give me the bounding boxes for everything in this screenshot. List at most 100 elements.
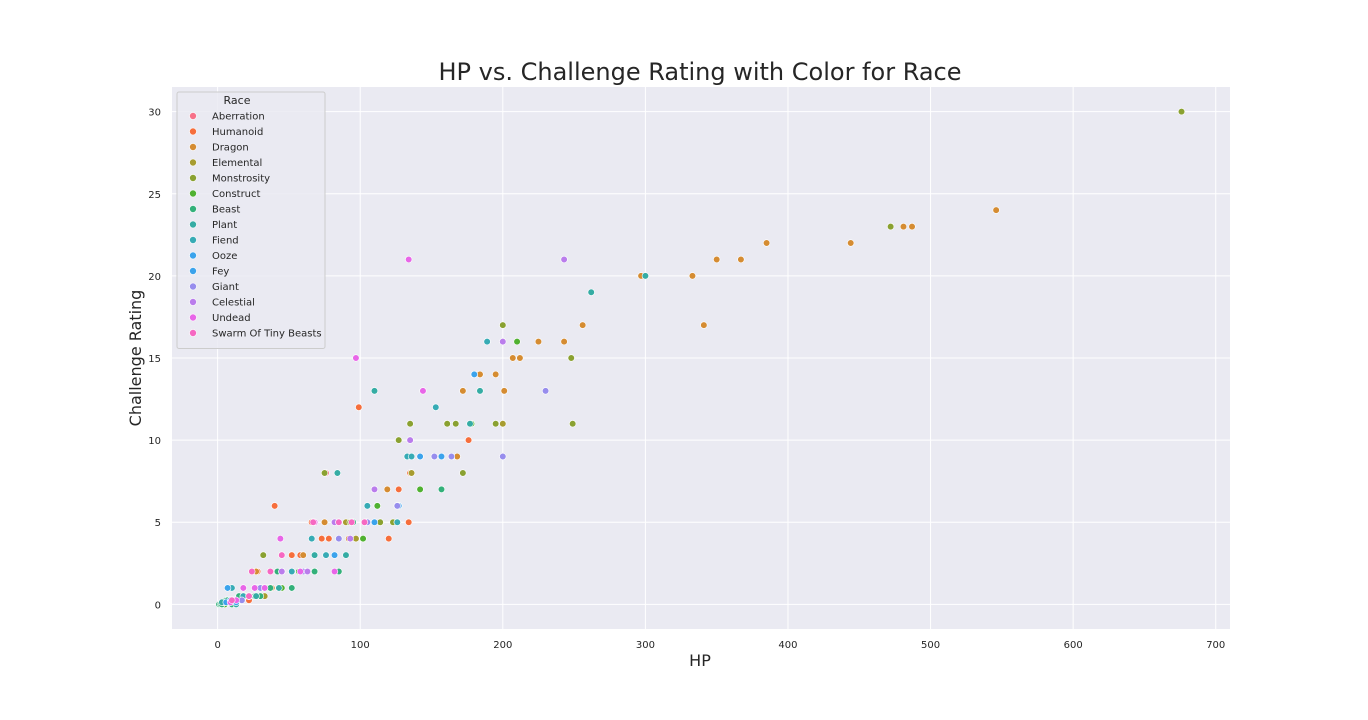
legend-marker <box>189 236 197 244</box>
data-point <box>363 502 371 510</box>
data-point <box>416 452 424 461</box>
data-point <box>430 452 438 461</box>
data-point <box>492 420 500 428</box>
data-point <box>320 518 329 526</box>
data-point <box>239 584 247 592</box>
x-tick-label: 100 <box>351 640 370 651</box>
data-point <box>499 452 507 461</box>
legend-marker <box>189 282 197 291</box>
x-tick-label: 500 <box>921 640 940 651</box>
data-point <box>499 321 507 329</box>
legend-item-label: Humanoid <box>212 127 263 138</box>
data-point <box>278 567 286 576</box>
data-point <box>405 518 413 526</box>
legend-item-label: Undead <box>212 313 251 324</box>
data-point <box>352 354 360 362</box>
legend-marker <box>189 205 197 213</box>
data-point <box>513 337 521 346</box>
y-tick-label: 20 <box>148 272 161 283</box>
legend-item-label: Giant <box>212 282 239 293</box>
data-point <box>534 337 543 346</box>
legend: Race Aberration Humanoid Dragon Elemental Mon… <box>176 91 326 349</box>
data-point <box>224 584 232 592</box>
data-point <box>308 535 316 543</box>
data-point <box>309 518 317 526</box>
x-axis-label: HP <box>689 651 711 670</box>
legend-marker <box>189 189 197 198</box>
data-point <box>288 551 296 559</box>
data-point <box>406 436 414 444</box>
data-point <box>278 551 286 559</box>
data-point <box>452 420 460 428</box>
y-axis-label: Challenge Rating <box>126 290 145 427</box>
data-point <box>437 485 446 493</box>
data-points <box>215 108 1186 608</box>
x-tick-label: 400 <box>778 640 797 651</box>
data-point <box>887 223 895 231</box>
data-point <box>299 551 307 559</box>
legend-marker <box>189 112 197 120</box>
y-tick-label: 25 <box>148 190 161 201</box>
data-point <box>395 436 403 444</box>
x-axis-ticks: 0 100 200 300 400 500 600 700 <box>214 640 1225 651</box>
data-point <box>492 370 500 379</box>
data-point <box>303 567 312 576</box>
data-point <box>318 535 326 543</box>
data-point <box>447 452 456 461</box>
data-point <box>579 321 587 329</box>
legend-item-label: Beast <box>212 205 240 216</box>
data-point <box>288 584 296 592</box>
data-point <box>348 518 356 526</box>
data-point <box>310 567 319 576</box>
y-axis-ticks: 0 5 10 15 20 25 30 <box>148 108 161 612</box>
data-point <box>713 255 721 264</box>
x-tick-label: 0 <box>214 640 220 651</box>
legend-item-label: Monstrosity <box>212 174 270 185</box>
data-point <box>393 518 401 526</box>
legend-marker <box>189 329 197 337</box>
legend-marker <box>189 251 197 260</box>
legend-item-label: Ooze <box>212 251 237 262</box>
data-point <box>443 420 451 428</box>
data-point <box>335 535 343 543</box>
data-point <box>342 551 350 559</box>
legend-item-label: Construct <box>212 189 261 200</box>
legend-marker <box>189 220 197 229</box>
x-tick-label: 700 <box>1206 640 1225 651</box>
data-point <box>320 469 329 477</box>
data-point <box>406 420 414 428</box>
legend-item-label: Dragon <box>212 143 249 154</box>
data-point <box>322 551 330 559</box>
data-point <box>252 592 260 600</box>
data-point <box>407 452 416 461</box>
grid-lines <box>172 87 1230 629</box>
data-point <box>641 272 649 280</box>
data-point <box>483 337 491 346</box>
legend-marker <box>189 127 197 136</box>
data-point <box>432 403 440 411</box>
data-point <box>359 535 367 543</box>
y-tick-label: 0 <box>155 600 161 611</box>
x-tick-label: 300 <box>636 640 655 651</box>
data-point <box>383 485 391 493</box>
data-point <box>908 223 916 231</box>
legend-item-label: Fey <box>212 267 229 278</box>
data-point <box>992 206 1000 214</box>
data-point <box>847 239 855 247</box>
data-point <box>688 272 697 280</box>
legend-item-label: Plant <box>212 220 237 231</box>
data-point <box>737 255 745 264</box>
data-point <box>459 469 467 477</box>
data-point <box>330 551 339 559</box>
legend-marker <box>189 298 197 306</box>
data-point <box>346 535 354 543</box>
data-point <box>407 469 416 477</box>
data-point <box>470 370 478 379</box>
data-point <box>245 592 253 600</box>
data-point <box>499 337 507 346</box>
data-point <box>1177 108 1186 116</box>
legend-marker <box>189 143 197 151</box>
data-point <box>437 452 446 461</box>
data-point <box>333 469 342 477</box>
